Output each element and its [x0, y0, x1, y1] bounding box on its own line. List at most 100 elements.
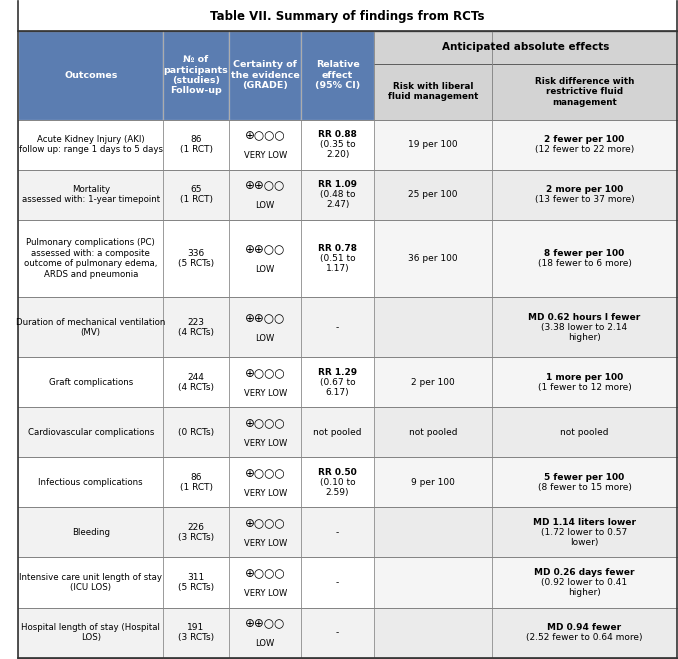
Text: RR 1.29: RR 1.29: [318, 368, 357, 377]
Text: Duration of mechanical ventilation
(MV): Duration of mechanical ventilation (MV): [16, 318, 165, 337]
FancyBboxPatch shape: [163, 558, 229, 608]
Text: MD 0.62 hours l fewer: MD 0.62 hours l fewer: [528, 313, 641, 322]
FancyBboxPatch shape: [18, 558, 163, 608]
FancyBboxPatch shape: [492, 507, 677, 558]
FancyBboxPatch shape: [229, 407, 301, 457]
FancyBboxPatch shape: [229, 169, 301, 219]
Text: Risk difference with
restrictive fluid
management: Risk difference with restrictive fluid m…: [535, 76, 634, 107]
Text: (8 fewer to 15 more): (8 fewer to 15 more): [538, 483, 631, 492]
Text: -: -: [336, 323, 339, 331]
Text: MD 1.14 liters lower: MD 1.14 liters lower: [533, 518, 636, 527]
Text: VERY LOW: VERY LOW: [243, 151, 287, 160]
Text: VERY LOW: VERY LOW: [243, 389, 287, 398]
FancyBboxPatch shape: [18, 457, 163, 507]
FancyBboxPatch shape: [229, 219, 301, 297]
Text: Hospital length of stay (Hospital
LOS): Hospital length of stay (Hospital LOS): [21, 623, 160, 643]
Text: Relative
effect
(95% CI): Relative effect (95% CI): [315, 61, 360, 90]
Text: ⊕○○○: ⊕○○○: [245, 130, 285, 142]
FancyBboxPatch shape: [18, 31, 163, 119]
Text: not pooled: not pooled: [409, 428, 457, 437]
Text: Outcomes: Outcomes: [64, 71, 117, 80]
FancyBboxPatch shape: [374, 297, 492, 357]
Text: 2.59): 2.59): [326, 488, 349, 497]
Text: 226
(3 RCTs): 226 (3 RCTs): [178, 523, 214, 542]
FancyBboxPatch shape: [18, 357, 163, 407]
Text: 25 per 100: 25 per 100: [408, 190, 458, 199]
FancyBboxPatch shape: [163, 457, 229, 507]
Text: -: -: [336, 528, 339, 537]
FancyBboxPatch shape: [492, 357, 677, 407]
FancyBboxPatch shape: [18, 608, 163, 658]
Text: not pooled: not pooled: [560, 428, 609, 437]
FancyBboxPatch shape: [229, 558, 301, 608]
FancyBboxPatch shape: [374, 407, 492, 457]
FancyBboxPatch shape: [163, 31, 229, 119]
Text: (0 RCTs): (0 RCTs): [178, 428, 214, 437]
Text: 244
(4 RCTs): 244 (4 RCTs): [178, 372, 214, 392]
Text: ⊕○○○: ⊕○○○: [245, 367, 285, 380]
Text: (0.48 to: (0.48 to: [320, 190, 355, 199]
Text: 1 more per 100: 1 more per 100: [546, 373, 623, 382]
FancyBboxPatch shape: [301, 407, 374, 457]
FancyBboxPatch shape: [492, 64, 677, 119]
Text: Pulmonary complications (PC)
assessed with: a composite
outcome of pulmonary ede: Pulmonary complications (PC) assessed wi…: [24, 239, 157, 279]
FancyBboxPatch shape: [301, 457, 374, 507]
Text: 86
(1 RCT): 86 (1 RCT): [180, 473, 212, 492]
FancyBboxPatch shape: [374, 558, 492, 608]
Text: ⊕○○○: ⊕○○○: [245, 517, 285, 530]
FancyBboxPatch shape: [374, 219, 492, 297]
FancyBboxPatch shape: [374, 169, 492, 219]
FancyBboxPatch shape: [492, 608, 677, 658]
Text: 86
(1 RCT): 86 (1 RCT): [180, 135, 212, 154]
Text: Mortality
assessed with: 1-year timepoint: Mortality assessed with: 1-year timepoin…: [22, 185, 160, 204]
FancyBboxPatch shape: [492, 119, 677, 169]
Text: 9 per 100: 9 per 100: [411, 478, 455, 487]
Text: Table VII. Summary of findings from RCTs: Table VII. Summary of findings from RCTs: [210, 10, 485, 22]
Text: VERY LOW: VERY LOW: [243, 489, 287, 498]
FancyBboxPatch shape: [374, 608, 492, 658]
Text: RR 1.09: RR 1.09: [318, 181, 357, 189]
Text: (0.67 to: (0.67 to: [320, 378, 355, 387]
FancyBboxPatch shape: [18, 219, 163, 297]
FancyBboxPatch shape: [229, 457, 301, 507]
FancyBboxPatch shape: [301, 297, 374, 357]
Text: (1 fewer to 12 more): (1 fewer to 12 more): [538, 383, 631, 391]
FancyBboxPatch shape: [163, 169, 229, 219]
Text: 2 more per 100: 2 more per 100: [546, 185, 623, 194]
Text: RR 0.88: RR 0.88: [318, 130, 357, 139]
Text: (1.72 lower to 0.57: (1.72 lower to 0.57: [541, 528, 628, 537]
Text: (3.38 lower to 2.14: (3.38 lower to 2.14: [541, 323, 628, 331]
FancyBboxPatch shape: [301, 608, 374, 658]
Text: ⊕○○○: ⊕○○○: [245, 567, 285, 581]
Text: 2.20): 2.20): [326, 150, 349, 159]
Text: 8 fewer per 100: 8 fewer per 100: [544, 249, 624, 258]
FancyBboxPatch shape: [163, 297, 229, 357]
Text: LOW: LOW: [256, 265, 275, 274]
FancyBboxPatch shape: [229, 31, 301, 119]
FancyBboxPatch shape: [301, 169, 374, 219]
FancyBboxPatch shape: [301, 357, 374, 407]
FancyBboxPatch shape: [163, 407, 229, 457]
Text: Infectious complications: Infectious complications: [39, 478, 143, 487]
FancyBboxPatch shape: [18, 407, 163, 457]
Text: (18 fewer to 6 more): (18 fewer to 6 more): [538, 259, 631, 268]
Text: Anticipated absolute effects: Anticipated absolute effects: [441, 42, 609, 52]
Text: VERY LOW: VERY LOW: [243, 439, 287, 448]
FancyBboxPatch shape: [229, 608, 301, 658]
FancyBboxPatch shape: [163, 357, 229, 407]
Text: -: -: [336, 628, 339, 637]
FancyBboxPatch shape: [18, 119, 163, 169]
Text: 1.17): 1.17): [325, 264, 349, 273]
Text: (12 fewer to 22 more): (12 fewer to 22 more): [535, 145, 634, 154]
Text: RR 0.78: RR 0.78: [318, 244, 357, 253]
FancyBboxPatch shape: [163, 119, 229, 169]
Text: ⊕⊕○○: ⊕⊕○○: [245, 617, 285, 631]
FancyBboxPatch shape: [492, 407, 677, 457]
FancyBboxPatch shape: [301, 119, 374, 169]
Text: 2 fewer per 100: 2 fewer per 100: [544, 135, 624, 144]
Text: 65
(1 RCT): 65 (1 RCT): [180, 185, 212, 204]
FancyBboxPatch shape: [492, 169, 677, 219]
Text: ⊕○○○: ⊕○○○: [245, 417, 285, 430]
FancyBboxPatch shape: [492, 558, 677, 608]
Text: lower): lower): [570, 538, 599, 547]
